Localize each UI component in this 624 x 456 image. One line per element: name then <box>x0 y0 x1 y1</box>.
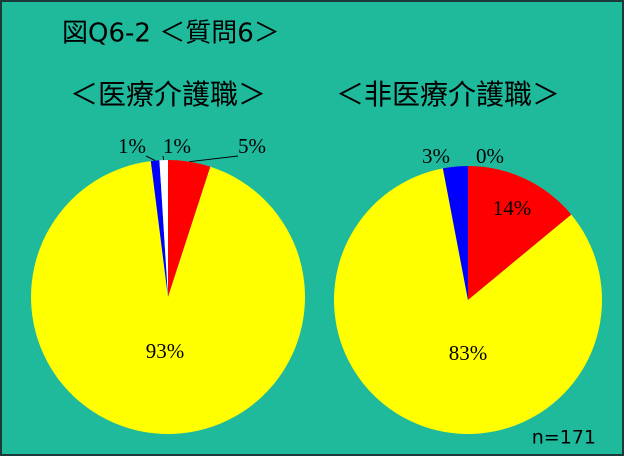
pie-title: ＜非医療介護職＞ <box>336 78 560 111</box>
data-label: 83% <box>449 341 488 365</box>
leader-line <box>189 155 239 163</box>
data-label: 3% <box>422 144 450 168</box>
data-label: 1% <box>118 134 146 158</box>
pie-slice <box>168 160 211 297</box>
data-label: 93% <box>146 339 185 363</box>
data-label: 5% <box>238 134 266 158</box>
pie-slice <box>334 168 602 434</box>
pie-slice <box>468 166 572 300</box>
pie-slice <box>442 166 468 300</box>
leader-line <box>145 155 156 162</box>
pie-slice <box>159 160 168 297</box>
data-label: 14% <box>493 196 532 220</box>
chart-title: 図Q6-2 ＜質問6＞ <box>62 19 280 49</box>
pie-slice <box>150 160 168 297</box>
pie-title: ＜医療介護職＞ <box>70 78 266 111</box>
note: n=171 <box>532 427 596 449</box>
pie-slice <box>30 161 305 435</box>
data-label: 0% <box>476 144 504 168</box>
data-label: 1% <box>163 134 191 158</box>
leader-line <box>162 155 165 161</box>
